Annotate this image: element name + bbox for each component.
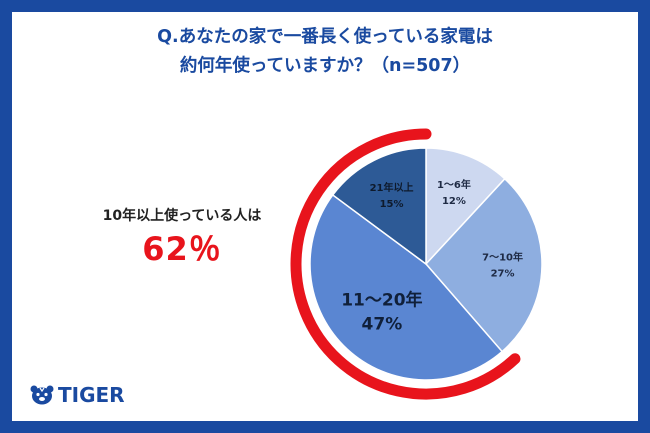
tiger-logo: TIGER (30, 383, 125, 407)
pie-slice-2 (309, 193, 504, 381)
slice-value-1: 27% (491, 269, 515, 280)
slice-label-2: 11～20年 (341, 290, 422, 311)
slice-label-3: 21年以上 (370, 181, 414, 194)
slice-value-0: 12% (442, 196, 466, 207)
slice-label-1: 7～10年 (482, 251, 523, 264)
pie-slice-0 (425, 147, 506, 266)
slice-value-2: 47% (362, 315, 403, 335)
callout-label: 10年以上使っている人は (102, 208, 262, 224)
slice-label-0: 1～6年 (437, 178, 471, 191)
callout-value: 62％ (142, 230, 222, 268)
question-title: Q.あなたの家で一番長く使っている家電は 約何年使っていますか？（n=507） (0, 23, 650, 81)
tiger-head-icon (30, 385, 54, 405)
slice-value-3: 15% (380, 199, 404, 210)
pie-slice-3 (331, 147, 427, 266)
pie-slice-1 (424, 177, 543, 353)
title-line-2: 約何年使っていますか？（n=507） (179, 56, 471, 76)
logo-text: TIGER (58, 383, 125, 407)
title-line-1: Q.あなたの家で一番長く使っている家電は (157, 27, 493, 47)
highlight-arc (290, 128, 521, 400)
